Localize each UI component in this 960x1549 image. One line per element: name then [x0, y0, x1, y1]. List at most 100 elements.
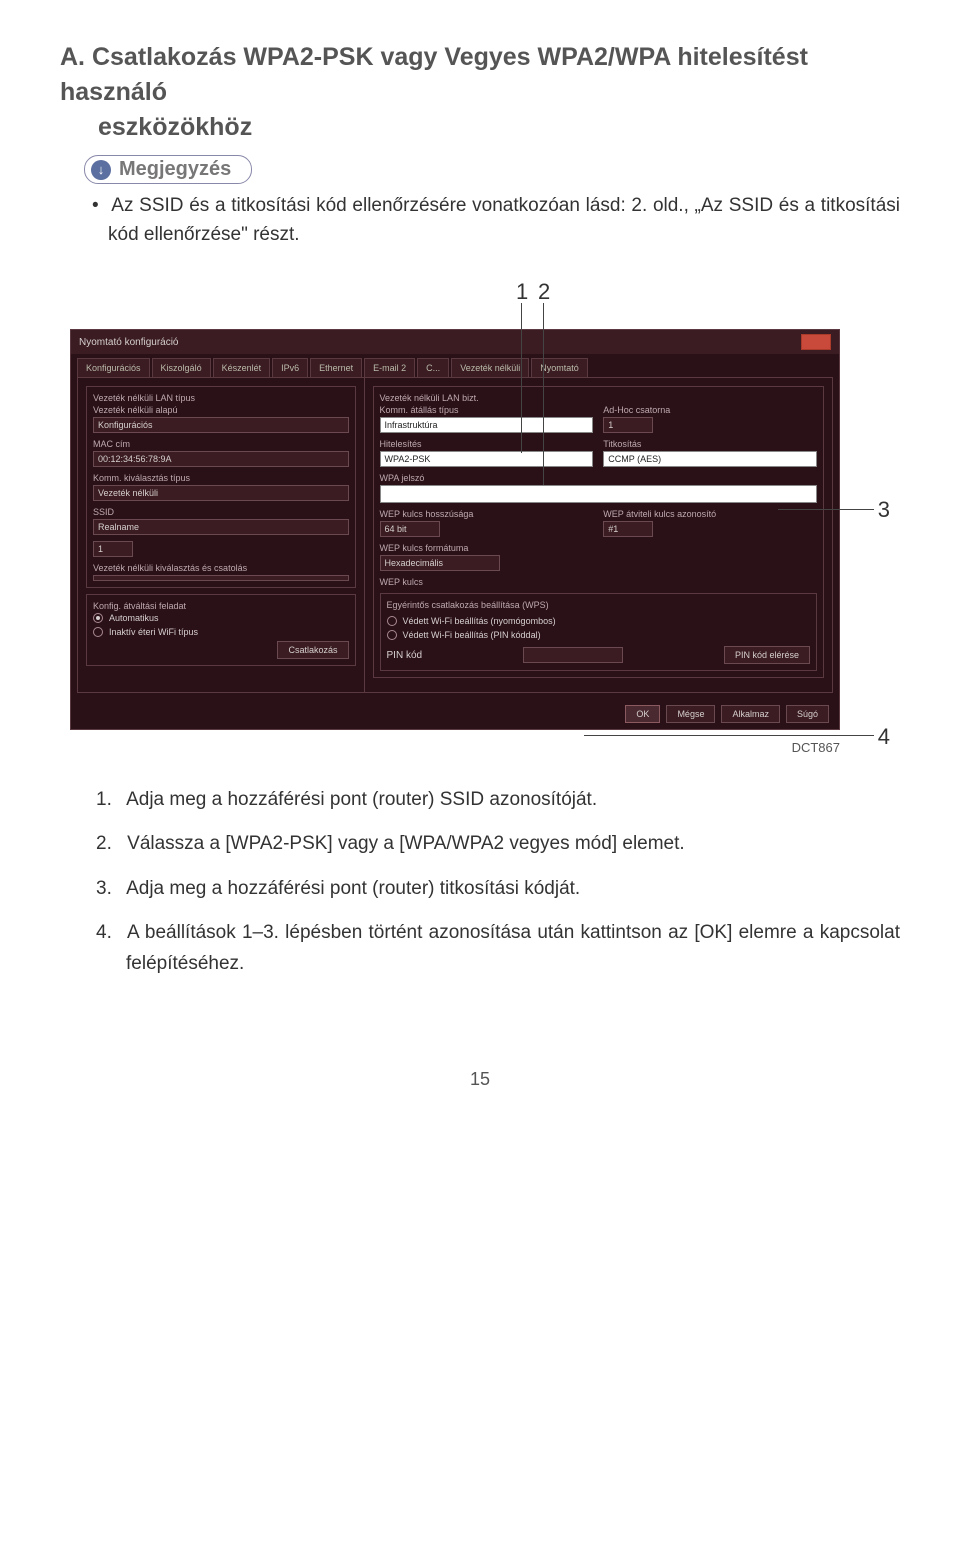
note-pill: ↓ Megjegyzés [84, 155, 252, 184]
callout-line-4 [584, 735, 874, 736]
radio-other-label: Inaktív éteri WiFi típus [109, 627, 198, 637]
page-number: 15 [60, 1069, 900, 1090]
step-num: 2. [96, 833, 112, 854]
note-body: • Az SSID és a titkosítási kód ellenőrzé… [60, 192, 900, 249]
callout-3: 3 [878, 497, 890, 523]
left-group-sub: Vezeték nélküli alapú [93, 405, 349, 415]
wps-radio1-label: Védett Wi-Fi beállítás (nyomógombos) [403, 616, 556, 626]
tab-8[interactable]: Nyomtató [531, 358, 588, 377]
pin-field[interactable] [523, 647, 623, 663]
radio-icon [93, 613, 103, 623]
callout-line-3 [778, 509, 874, 510]
close-icon[interactable] [801, 334, 831, 350]
heading-line1: Csatlakozás WPA2-PSK vagy Vegyes WPA2/WP… [60, 43, 808, 106]
left-group-title: Vezeték nélküli LAN típus [93, 393, 349, 403]
enc-input[interactable]: CCMP (AES) [603, 451, 817, 467]
tab-6[interactable]: C... [417, 358, 449, 377]
pin-row: PIN kód PIN kód elérése [387, 646, 810, 664]
callout-4: 4 [878, 724, 890, 750]
heading-line2: eszközökhöz [60, 110, 900, 145]
figure-wrap: 1 2 3 4 Nyomtató konfiguráció Konfigurác… [70, 279, 890, 730]
tab-7[interactable]: Vezeték nélküli [451, 358, 529, 377]
step-2: 2. Válassza a [WPA2-PSK] vagy a [WPA/WPA… [90, 829, 900, 859]
adhoc-input[interactable]: 1 [603, 417, 653, 433]
left-group: Vezeték nélküli LAN típus Vezeték nélkül… [86, 386, 356, 588]
pin-label: PIN kód [387, 650, 423, 661]
heading-prefix: A. [60, 43, 85, 71]
adhoc-label: Ad-Hoc csatorna [603, 405, 817, 415]
config-input[interactable]: Konfigurációs [93, 417, 349, 433]
step-text: A beállítások 1–3. lépésben történt azon… [126, 922, 900, 973]
titlebar: Nyomtató konfiguráció [71, 330, 839, 354]
left-panel: Vezeték nélküli LAN típus Vezeték nélkül… [78, 378, 365, 692]
steps-list: 1. Adja meg a hozzáférési pont (router) … [60, 785, 900, 979]
step-4: 4. A beállítások 1–3. lépésben történt a… [90, 918, 900, 979]
enc-label: Titkosítás [603, 439, 817, 449]
tab-4[interactable]: Ethernet [310, 358, 362, 377]
wepfmt-label: WEP kulcs formátuma [380, 543, 817, 553]
mode-input[interactable]: Vezeték nélküli [93, 485, 349, 501]
weptx-label: WEP átviteli kulcs azonosító [603, 509, 817, 519]
wps-radio2-label: Védett Wi-Fi beállítás (PIN kóddal) [403, 630, 541, 640]
pin-button[interactable]: PIN kód elérése [724, 646, 810, 664]
note-label: Megjegyzés [119, 158, 231, 181]
callout-line-1 [521, 303, 522, 453]
wps-radio-1[interactable]: Védett Wi-Fi beállítás (nyomógombos) [387, 616, 810, 626]
weplen-input[interactable]: 64 bit [380, 521, 440, 537]
auto-group: Konfig. átváltási feladat Automatikus In… [86, 594, 356, 666]
note-bullet: • [92, 195, 99, 216]
weplen-label: WEP kulcs hosszúsága [380, 509, 594, 519]
connect-button[interactable]: Csatlakozás [277, 641, 348, 659]
conn-label: Vezeték nélküli kiválasztás és csatolás [93, 563, 349, 573]
conn-input[interactable] [93, 575, 349, 581]
tab-2[interactable]: Készenlét [213, 358, 271, 377]
tab-0[interactable]: Konfigurációs [77, 358, 150, 377]
radio-icon [387, 630, 397, 640]
step-text: Adja meg a hozzáférési pont (router) SSI… [126, 789, 597, 810]
wpa-label: WPA jelszó [380, 473, 817, 483]
radio-auto-label: Automatikus [109, 613, 159, 623]
step-num: 1. [96, 789, 112, 810]
ssid-input[interactable]: Realname [93, 519, 349, 535]
wepkey-label: WEP kulcs [380, 577, 817, 587]
mac-input: 00:12:34:56:78:9A [93, 451, 349, 467]
right-group-title: Vezeték nélküli LAN bizt. [380, 393, 817, 403]
ok-button[interactable]: OK [625, 705, 660, 723]
radio-icon [93, 627, 103, 637]
wps-radio-2[interactable]: Védett Wi-Fi beállítás (PIN kóddal) [387, 630, 810, 640]
apply-button[interactable]: Alkalmaz [721, 705, 780, 723]
radio-icon [387, 616, 397, 626]
tabs-row: Konfigurációs Kiszolgáló Készenlét IPv6 … [71, 354, 839, 377]
step-text: Válassza a [WPA2-PSK] vagy a [WPA/WPA2 v… [127, 833, 685, 854]
note-text-body: Az SSID és a titkosítási kód ellenőrzésé… [108, 195, 900, 245]
step-3: 3. Adja meg a hozzáférési pont (router) … [90, 874, 900, 904]
tab-3[interactable]: IPv6 [272, 358, 308, 377]
mac-label: MAC cím [93, 439, 349, 449]
figure-reference: DCT867 [60, 740, 840, 755]
ssid-label: SSID [93, 507, 349, 517]
wpa-input[interactable] [380, 485, 817, 503]
main-panel: Vezeték nélküli LAN típus Vezeték nélkül… [77, 377, 833, 693]
callout-line-2 [543, 303, 544, 485]
cancel-button[interactable]: Mégse [666, 705, 715, 723]
help-button[interactable]: Súgó [786, 705, 829, 723]
wps-title: Egyérintős csatlakozás beállítása (WPS) [387, 600, 810, 610]
radio-other-row[interactable]: Inaktív éteri WiFi típus [93, 627, 349, 637]
window-title: Nyomtató konfiguráció [79, 337, 179, 348]
step-num: 3. [96, 878, 112, 899]
comm-input[interactable]: Infrastruktúra [380, 417, 594, 433]
spin-input[interactable]: 1 [93, 541, 133, 557]
wepfmt-input[interactable]: Hexadecimális [380, 555, 500, 571]
auth-input[interactable]: WPA2-PSK [380, 451, 594, 467]
wps-group: Egyérintős csatlakozás beállítása (WPS) … [380, 593, 817, 671]
note-arrow-icon: ↓ [91, 160, 111, 180]
step-text: Adja meg a hozzáférési pont (router) tit… [126, 878, 580, 899]
tab-1[interactable]: Kiszolgáló [152, 358, 211, 377]
auth-label: Hitelesítés [380, 439, 594, 449]
mode-label: Komm. kiválasztás típus [93, 473, 349, 483]
radio-auto-row[interactable]: Automatikus [93, 613, 349, 623]
weptx-input[interactable]: #1 [603, 521, 653, 537]
printer-config-window: Nyomtató konfiguráció Konfigurációs Kisz… [70, 329, 840, 730]
section-heading: A. Csatlakozás WPA2-PSK vagy Vegyes WPA2… [60, 40, 900, 145]
tab-5[interactable]: E-mail 2 [364, 358, 415, 377]
